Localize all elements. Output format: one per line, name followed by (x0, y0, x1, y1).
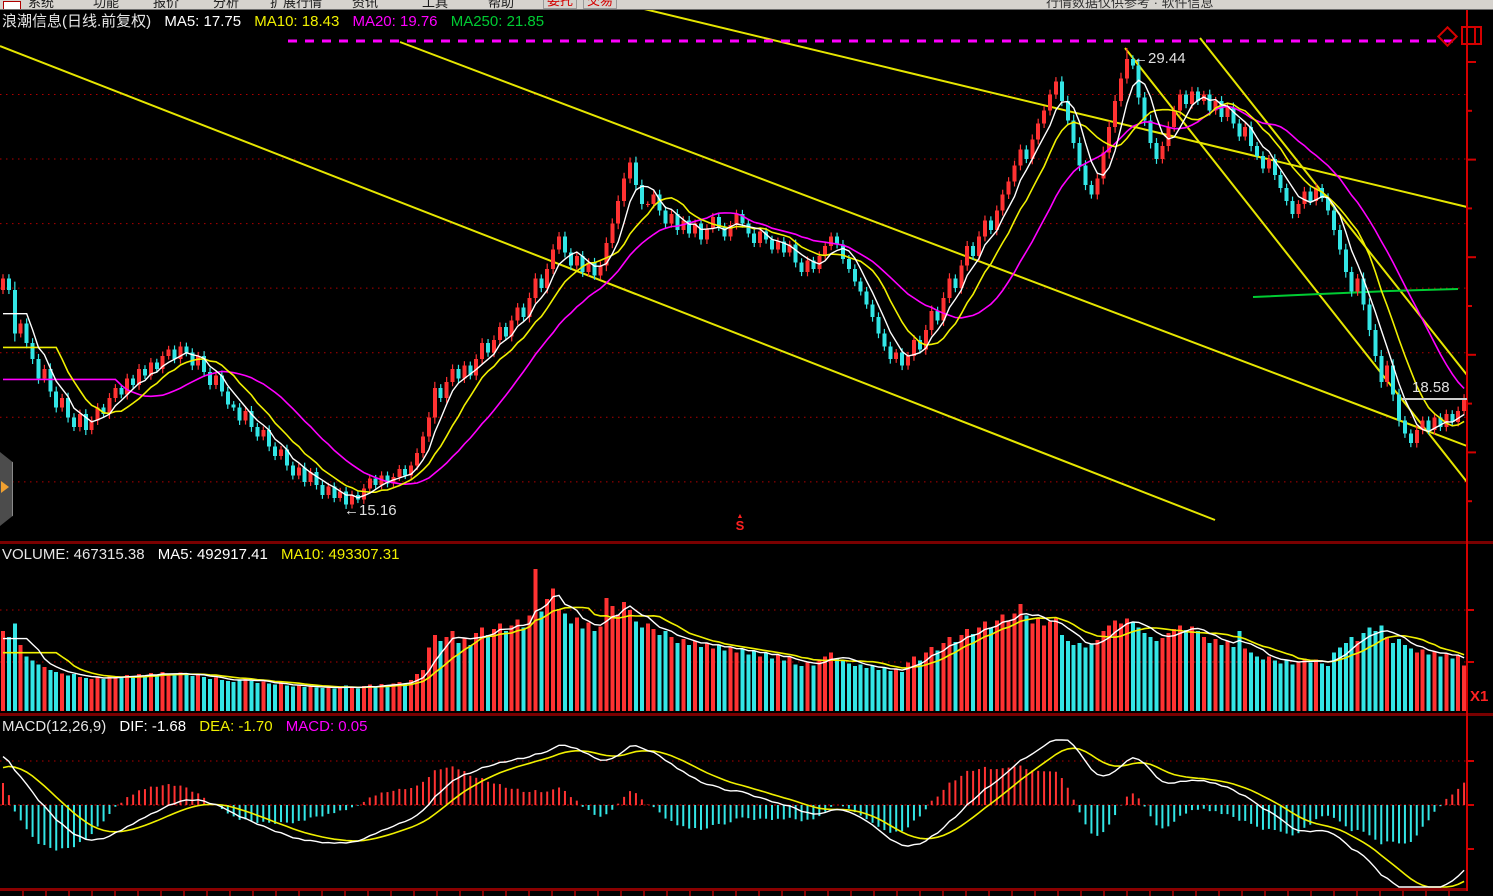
menu-item-system[interactable]: 系统 (28, 0, 55, 10)
ma10-value: MA10: 18.43 (254, 13, 340, 30)
ma250-value: MA250: 21.85 (450, 13, 545, 30)
app-logo-icon (3, 1, 21, 9)
window-marker-icon[interactable] (1461, 26, 1482, 45)
volume-ma5-value: MA5: 492917.41 (157, 546, 268, 563)
menu-item-function[interactable]: 功能 (93, 0, 120, 10)
ma5-value: MA5: 17.75 (164, 13, 242, 30)
ma20-value: MA20: 19.76 (352, 13, 438, 30)
signal-caret: ▲ (736, 513, 744, 520)
last-price-label: 18.58 (1412, 379, 1450, 396)
menubar-status-text: 行情数据仅供参考 · 软件信息 (1046, 0, 1214, 10)
dif-value: DIF: -1.68 (119, 718, 187, 735)
stock-title: 浪潮信息(日线.前复权) (2, 13, 152, 30)
menu-item-tools[interactable]: 工具 (422, 0, 449, 10)
menu-item-news[interactable]: 资讯 (352, 0, 379, 10)
expand-arrow-icon (1, 481, 9, 493)
kline-chart[interactable] (0, 10, 1493, 896)
volume-pane-header: VOLUME: 467315.38 MA5: 492917.41 MA10: 4… (2, 546, 408, 564)
macd-name: MACD(12,26,9) (2, 718, 107, 735)
macd-pane-header: MACD(12,26,9) DIF: -1.68 DEA: -1.70 MACD… (2, 718, 376, 736)
low-price-annotation: ←15.16 (344, 502, 397, 519)
order-button[interactable]: 委托 (543, 0, 578, 9)
trade-button[interactable]: 交易 (583, 0, 618, 9)
volume-ma10-value: MA10: 493307.31 (281, 546, 400, 563)
menu-item-extended[interactable]: 扩展行情 (270, 0, 323, 10)
sidebar-expand-handle[interactable] (0, 452, 13, 526)
signal-marker: ▲ S (732, 513, 748, 533)
dea-value: DEA: -1.70 (199, 718, 273, 735)
price-pane-header: 浪潮信息(日线.前复权) MA5: 17.75 MA10: 18.43 MA20… (2, 13, 553, 31)
macd-value: MACD: 0.05 (285, 718, 368, 735)
volume-value: VOLUME: 467315.38 (2, 546, 145, 563)
menu-item-help[interactable]: 帮助 (488, 0, 515, 10)
menu-item-quote[interactable]: 报价 (153, 0, 180, 10)
x1-scale-toggle[interactable]: X1 (1470, 688, 1489, 705)
signal-letter: S (735, 518, 745, 533)
menu-item-analysis[interactable]: 分析 (213, 0, 240, 10)
high-price-annotation: ←29.44 (1133, 50, 1186, 67)
menu-bar: 系统 功能 报价 分析 扩展行情 资讯 工具 帮助 委托 交易 行情数据仅供参考… (0, 0, 1493, 10)
